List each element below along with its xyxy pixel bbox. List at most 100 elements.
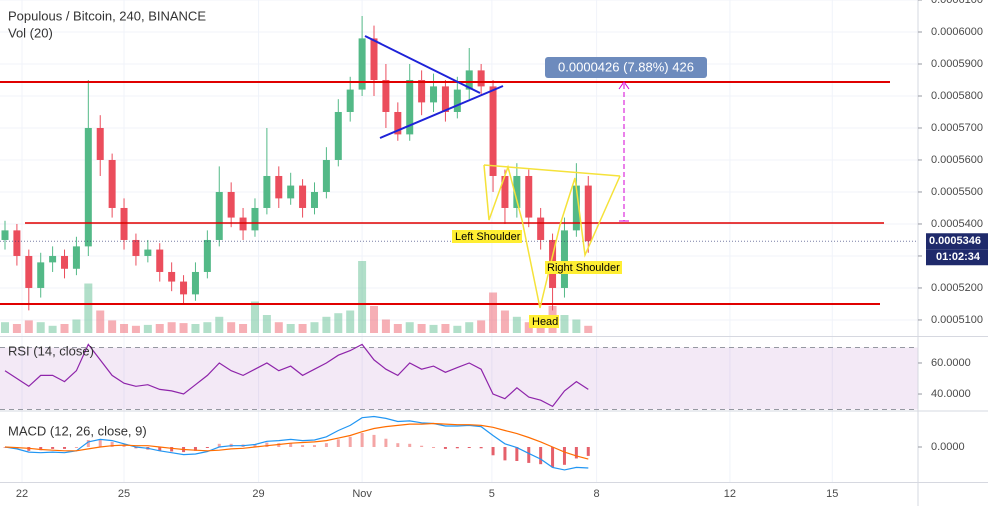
volume-bar: [453, 325, 462, 333]
last-price-label: 0.0005346: [929, 235, 981, 247]
right-shoulder-box: [545, 261, 622, 274]
volume-bar: [60, 324, 69, 333]
macd-histogram-bar: [479, 447, 483, 449]
y-tick-label: 0.0005600: [931, 154, 983, 166]
macd-histogram-bar: [289, 443, 293, 447]
x-tick-label: 22: [16, 488, 28, 500]
candle-body: [394, 111, 402, 135]
volume-bar: [310, 322, 319, 333]
volume-bar: [393, 324, 402, 333]
macd-histogram-bar: [420, 445, 424, 447]
head-shoulders: [483, 164, 621, 309]
volume-bar: [358, 261, 367, 333]
macd-histogram-bar: [217, 443, 221, 447]
candle-body: [191, 271, 199, 295]
macd-histogram-bar: [27, 447, 31, 451]
volume-bar: [298, 324, 307, 333]
y-tick-label: 40.0000: [931, 388, 971, 400]
x-tick-label: 25: [118, 488, 130, 500]
candle-body: [25, 255, 33, 288]
macd-histogram-bar: [324, 443, 328, 447]
volume-bar: [250, 301, 259, 333]
volume-bar: [0, 322, 9, 333]
candle-body: [120, 207, 128, 240]
candle-body: [84, 127, 92, 247]
macd-histogram-bar: [503, 447, 507, 461]
candle-body: [358, 38, 366, 90]
volume-bar: [179, 323, 188, 333]
volume-bar: [560, 315, 569, 333]
x-tick-label: 15: [826, 488, 838, 500]
candle-body: [239, 217, 247, 231]
volume-bar: [131, 325, 140, 333]
candle-body: [156, 249, 164, 272]
y-tick-label: 0.0006100: [931, 0, 983, 6]
volume-bar: [143, 324, 152, 333]
macd-histogram-bar: [158, 447, 162, 451]
volume-bar: [239, 324, 248, 333]
candle-body: [322, 159, 330, 192]
measure-label: 0.0000426 (7.88%) 426: [558, 59, 694, 74]
volume-bar: [322, 316, 331, 333]
head-label: Head: [532, 316, 558, 328]
x-tick-label: 8: [594, 488, 600, 500]
volume-bar: [191, 324, 200, 333]
grid: [0, 0, 918, 482]
candle-body: [310, 191, 318, 208]
macd-histogram-bar: [586, 447, 590, 456]
volume-bar: [465, 322, 474, 333]
candle-body: [525, 175, 533, 218]
macd-histogram-bar: [253, 444, 257, 447]
y-tick-label: 0.0006000: [931, 26, 983, 38]
candle-body: [49, 255, 57, 263]
macd-histogram-bar: [372, 434, 376, 447]
volume-bar: [405, 322, 414, 333]
candle-body: [61, 255, 69, 269]
volume-bar: [155, 324, 164, 333]
volume-bar: [215, 316, 224, 333]
macd-histogram-bar: [51, 447, 55, 449]
triangle-lower: [379, 85, 504, 139]
volume-bar: [381, 319, 390, 333]
candle-body: [108, 159, 116, 208]
macd-histogram-bar: [205, 447, 209, 448]
candle-body: [275, 175, 283, 199]
macd-histogram-bar: [527, 447, 531, 463]
candle-body: [144, 249, 152, 256]
rsi-title: RSI (14, close): [8, 343, 94, 358]
volume-bar: [274, 322, 283, 333]
axes: Populous / Bitcoin, 240, BINANCE Vol (20…: [8, 0, 988, 500]
y-tick-label: 0.0005800: [931, 90, 983, 102]
candle-body: [215, 191, 223, 240]
drawings: 0.0000426 (7.88%) 426 Left Shoulder Righ…: [0, 35, 890, 328]
macd-histogram-bar: [39, 447, 43, 451]
y-tick-label: 0.0005900: [931, 58, 983, 70]
macd-line: [4, 415, 589, 471]
volume-bar: [84, 283, 93, 333]
macd-histogram-bar: [74, 447, 78, 448]
measure-box: [545, 57, 707, 78]
macd-histogram-bar: [301, 445, 305, 447]
signal-line: [4, 422, 589, 460]
y-tick-label: 0.0005100: [931, 314, 983, 326]
x-tick-label: 5: [489, 488, 495, 500]
macd-histogram-bar: [134, 447, 138, 449]
volume-bar: [441, 324, 450, 333]
volume-bar: [370, 306, 379, 333]
volume-bar: [96, 310, 105, 333]
candle-body: [430, 86, 438, 103]
macd-histogram-bar: [312, 445, 316, 447]
rsi-band: [0, 347, 918, 410]
macd-histogram-bar: [348, 436, 352, 447]
measure-arrow: [618, 81, 630, 90]
x-tick-label: 12: [724, 488, 736, 500]
macd-histogram-bar: [360, 433, 364, 447]
volume-bar: [203, 322, 212, 333]
volume-bar: [572, 319, 581, 333]
macd-histogram-bar: [265, 442, 269, 447]
rsi-line: [4, 343, 589, 408]
candle-body: [299, 185, 307, 208]
candle-body: [96, 127, 104, 160]
macd-histogram-bar: [491, 447, 495, 456]
